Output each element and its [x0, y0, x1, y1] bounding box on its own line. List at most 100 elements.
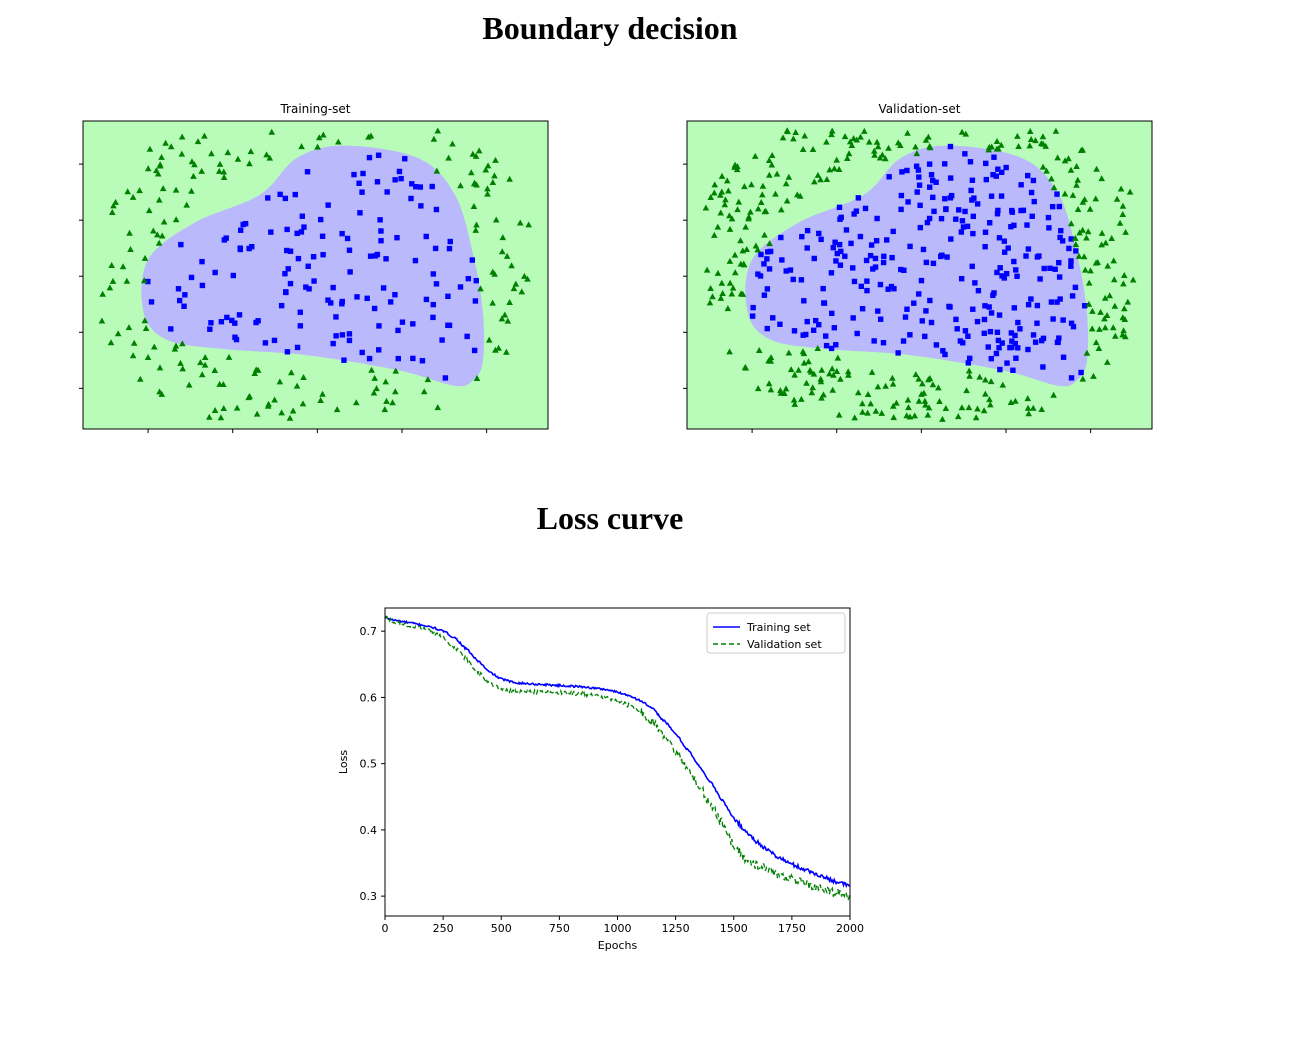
- triangle-point: [220, 381, 227, 388]
- square-point: [1012, 340, 1018, 347]
- triangle-point: [874, 143, 882, 150]
- square-point: [855, 195, 862, 201]
- square-point: [378, 238, 384, 244]
- square-point: [1056, 203, 1063, 210]
- triangle-point: [861, 127, 868, 134]
- square-point: [804, 227, 811, 234]
- square-point: [970, 306, 976, 312]
- triangle-point: [754, 246, 762, 253]
- triangle-point: [205, 413, 213, 420]
- square-point: [301, 224, 307, 230]
- square-point: [837, 216, 843, 222]
- square-point: [930, 194, 936, 201]
- triangle-point: [718, 188, 726, 195]
- triangle-point: [1111, 332, 1119, 339]
- triangle-point: [1086, 205, 1094, 212]
- square-point: [387, 299, 394, 305]
- square-point: [993, 173, 999, 179]
- square-point: [277, 191, 283, 198]
- triangle-point: [334, 138, 342, 145]
- triangle-point: [709, 293, 716, 300]
- square-point: [915, 167, 922, 173]
- triangle-point: [445, 154, 452, 161]
- square-point: [1031, 198, 1037, 205]
- square-point: [993, 350, 1000, 357]
- square-point: [872, 255, 879, 262]
- square-point: [833, 258, 839, 264]
- square-point: [843, 227, 850, 233]
- x-tick-label: 500: [491, 922, 512, 935]
- triangle-point: [728, 215, 736, 222]
- square-point: [778, 234, 784, 241]
- square-point: [430, 314, 436, 321]
- triangle-point: [140, 277, 148, 284]
- square-point: [898, 192, 905, 199]
- triangle-point: [144, 353, 152, 360]
- triangle-point: [156, 364, 164, 371]
- square-point: [820, 285, 826, 292]
- triangle-point: [915, 397, 923, 404]
- triangle-point: [976, 373, 983, 380]
- square-point: [767, 248, 774, 255]
- square-point: [886, 174, 892, 180]
- y-tick-label: 0.4: [360, 824, 378, 837]
- triangle-point: [123, 277, 131, 284]
- square-point: [994, 211, 1001, 217]
- triangle-point: [757, 199, 765, 206]
- triangle-point: [870, 147, 878, 154]
- square-point: [764, 286, 771, 292]
- triangle-point: [782, 180, 790, 187]
- triangle-point: [1119, 314, 1127, 321]
- square-point: [907, 243, 913, 250]
- square-point: [317, 216, 324, 223]
- square-point: [758, 251, 764, 258]
- triangle-point: [809, 384, 817, 391]
- square-point: [755, 271, 761, 277]
- triangle-point: [915, 375, 923, 382]
- square-point: [366, 355, 373, 362]
- square-point: [1072, 284, 1079, 291]
- square-point: [282, 271, 288, 277]
- triangle-point: [781, 389, 788, 396]
- triangle-point: [717, 191, 724, 198]
- triangle-point: [848, 141, 856, 148]
- triangle-point: [1120, 305, 1128, 312]
- square-point: [891, 286, 897, 292]
- square-point: [371, 305, 378, 312]
- triangle-point: [1102, 239, 1110, 246]
- triangle-point: [194, 138, 202, 145]
- triangle-point: [777, 387, 784, 394]
- triangle-point: [333, 406, 341, 413]
- square-point: [850, 265, 856, 271]
- triangle-point: [873, 138, 881, 145]
- square-point: [284, 349, 291, 355]
- triangle-point: [136, 187, 143, 194]
- triangle-point: [1092, 195, 1100, 202]
- triangle-point: [473, 221, 480, 228]
- triangle-point: [1073, 163, 1080, 170]
- triangle-point: [276, 378, 284, 385]
- square-point: [395, 327, 401, 334]
- triangle-point: [208, 150, 215, 157]
- triangle-point: [1073, 181, 1080, 188]
- x-axis-label: Epochs: [598, 939, 638, 952]
- square-point: [409, 181, 415, 187]
- square-point: [766, 266, 773, 272]
- triangle-point: [766, 171, 773, 178]
- triangle-point: [1122, 333, 1129, 340]
- triangle-point: [801, 132, 809, 139]
- square-point: [790, 276, 796, 283]
- triangle-point: [381, 406, 389, 413]
- triangle-point: [818, 366, 826, 373]
- square-point: [874, 215, 880, 222]
- square-point: [956, 207, 962, 213]
- square-point: [408, 195, 414, 202]
- triangle-point: [889, 380, 897, 387]
- triangle-point: [201, 361, 209, 368]
- triangle-point: [987, 378, 995, 385]
- triangle-point: [1117, 185, 1125, 192]
- square-point: [1009, 338, 1015, 344]
- square-point: [457, 284, 464, 290]
- triangle-point: [472, 152, 480, 159]
- square-point: [832, 239, 838, 245]
